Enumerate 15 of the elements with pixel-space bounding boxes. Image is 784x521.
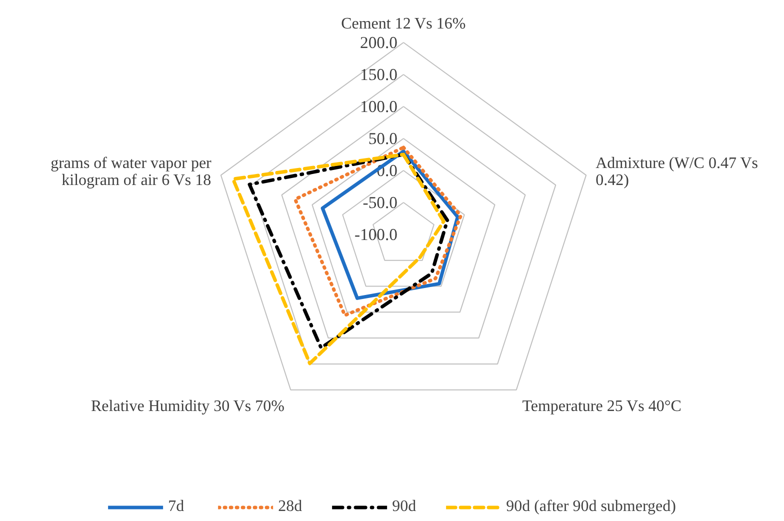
legend-label: 28d <box>278 498 302 516</box>
y-tick-label: 200.0 <box>360 33 398 52</box>
legend-label: 90d (after 90d submerged) <box>506 498 676 516</box>
legend-label: 7d <box>168 498 186 516</box>
spoke-label: Admixture (W/C 0.47 Vs 0.42) <box>596 155 758 190</box>
y-tick-label: 150.0 <box>360 65 398 84</box>
spoke-label: Relative Humidity 30 Vs 70% <box>91 398 284 415</box>
y-tick-label: 50.0 <box>368 129 398 148</box>
spoke-label: Cement 12 Vs 16% <box>341 16 466 32</box>
spoke-label: grams of water vapor per kilogram of air 6 Vs 18 <box>50 155 212 190</box>
y-tick-label: 100.0 <box>360 97 398 116</box>
spoke-label: Temperature 25 Vs 40°C <box>522 398 682 415</box>
y-tick-label: -100.0 <box>354 225 398 244</box>
legend-label: 90d <box>392 498 416 516</box>
y-tick-label: -50.0 <box>362 193 398 212</box>
